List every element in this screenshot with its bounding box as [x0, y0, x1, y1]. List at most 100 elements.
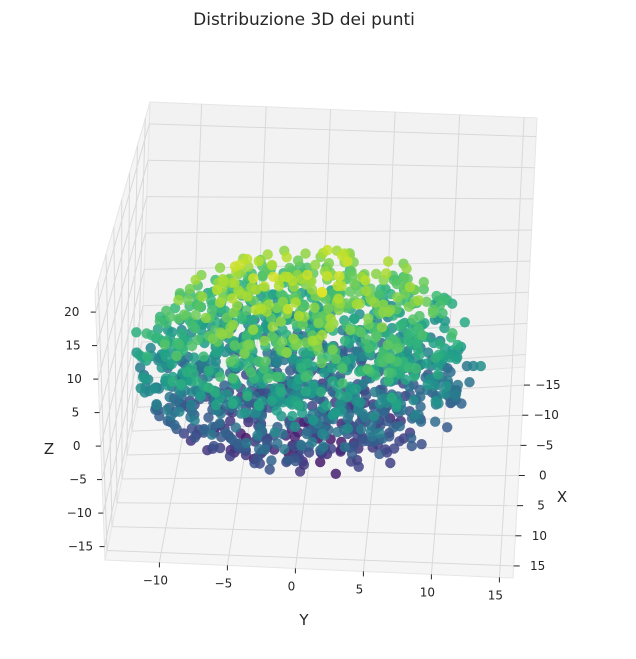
scatter-point	[300, 371, 311, 382]
scatter-point	[296, 362, 307, 374]
grid-line	[104, 378, 141, 547]
scatter-point	[160, 351, 172, 363]
x-tick-label: −5	[536, 438, 554, 452]
scatter-point	[306, 284, 318, 295]
scatter-point	[407, 314, 419, 325]
scatter-point	[361, 285, 372, 297]
scatter-point	[166, 358, 177, 370]
scatter-point	[442, 422, 453, 433]
scatter-point	[369, 297, 380, 308]
scatter-point	[272, 438, 283, 449]
scatter-point	[252, 430, 263, 441]
x-axis-ticks: −15 −10 −5 0 5 10 15	[513, 378, 561, 573]
scatter-point	[374, 398, 385, 409]
scatter-point	[184, 283, 196, 295]
scatter-point	[430, 395, 441, 407]
scatter-point	[345, 324, 356, 336]
scatter-point	[281, 347, 292, 358]
scatter-point	[290, 297, 301, 308]
scatter-point	[316, 286, 328, 298]
scatter-point	[186, 423, 198, 434]
scatter-point	[416, 330, 428, 341]
scatter-point	[468, 360, 479, 372]
scatter-point	[248, 273, 259, 284]
scatter-point	[148, 383, 160, 394]
grid-line	[96, 160, 149, 346]
scatter-point	[391, 343, 403, 354]
scatter-point	[203, 412, 214, 423]
scatter-point	[176, 328, 187, 339]
scatter-point	[240, 407, 251, 419]
grid-line	[430, 372, 449, 575]
scatter-point	[195, 391, 206, 402]
scatter-point	[403, 335, 414, 347]
z-tick-label: 20	[64, 305, 79, 319]
scatter-point	[214, 418, 225, 429]
scatter-point	[215, 297, 226, 308]
chart-title: Distribuzione 3D dei punti	[193, 10, 415, 30]
grid-line	[121, 475, 519, 480]
scatter-point	[415, 401, 426, 412]
scatter-point	[242, 390, 253, 402]
scatter-point	[275, 316, 286, 327]
scatter-point	[227, 293, 238, 304]
scatter-point	[167, 376, 178, 387]
scatter-point	[191, 376, 203, 387]
scatter-point	[247, 315, 258, 326]
scatter-point	[318, 441, 329, 452]
scatter-point	[418, 276, 429, 288]
scatter-point	[262, 372, 274, 384]
scatter-point	[342, 423, 354, 434]
scatter-point	[198, 351, 209, 362]
scatter-point	[230, 422, 241, 433]
x-tick-label: −15	[535, 378, 560, 392]
scatter-point	[259, 281, 270, 292]
scatter-point	[273, 280, 285, 292]
scatter-point	[316, 329, 328, 341]
scatter-point	[156, 362, 167, 373]
scatter-point	[421, 296, 432, 307]
scatter-point	[282, 303, 294, 315]
y-axis-label: Y	[298, 611, 309, 629]
scatter-point	[413, 295, 424, 306]
z-tick-label: 0	[73, 439, 81, 453]
scatter-point	[174, 406, 185, 417]
scatter-point	[386, 392, 397, 403]
scatter-point	[360, 275, 371, 286]
grid-line	[113, 226, 118, 503]
scatter-point	[441, 381, 452, 392]
scatter-point	[437, 308, 448, 319]
scatter-point	[342, 256, 353, 267]
scatter-point	[214, 371, 226, 382]
scatter-point	[225, 356, 236, 367]
x-tick-label: −10	[534, 408, 559, 422]
grid-line	[97, 196, 148, 380]
scatter-point	[279, 444, 290, 455]
scatter-point	[337, 378, 348, 389]
scatter-point	[227, 398, 238, 409]
scatter-point	[351, 299, 363, 310]
scatter-point	[281, 252, 292, 263]
scatter-point	[277, 336, 288, 348]
scatter-point	[430, 416, 441, 427]
scatter-point	[327, 362, 338, 374]
scatter-point	[203, 365, 214, 376]
scatter-point	[381, 415, 393, 427]
scatter-point	[401, 263, 412, 274]
scatter-point	[394, 421, 405, 432]
scatter-point	[346, 448, 358, 460]
scatter-point	[300, 248, 311, 259]
scatter-point	[239, 348, 250, 359]
scatter-point	[145, 342, 156, 354]
grid-line	[111, 526, 516, 537]
scatter-point	[260, 356, 271, 367]
scatter-point	[249, 458, 260, 469]
scatter-point	[464, 377, 475, 388]
scatter-point	[358, 436, 369, 447]
scatter-point	[188, 352, 200, 363]
scatter-point	[349, 313, 360, 325]
scatter-point	[322, 244, 333, 256]
z-tick-label: −15	[68, 540, 93, 554]
scatter-point	[430, 352, 441, 363]
scatter-point	[275, 386, 287, 398]
